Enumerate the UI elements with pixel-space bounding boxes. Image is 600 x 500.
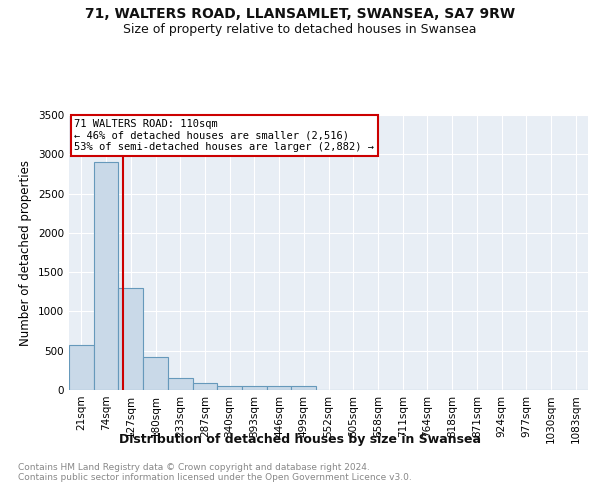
Text: Size of property relative to detached houses in Swansea: Size of property relative to detached ho… [123,22,477,36]
Bar [267,386,292,390]
Y-axis label: Number of detached properties: Number of detached properties [19,160,32,346]
Bar [168,378,193,390]
Text: Distribution of detached houses by size in Swansea: Distribution of detached houses by size … [119,432,481,446]
Bar [118,288,143,390]
Text: 71 WALTERS ROAD: 110sqm
← 46% of detached houses are smaller (2,516)
53% of semi: 71 WALTERS ROAD: 110sqm ← 46% of detache… [74,119,374,152]
Bar [242,386,267,390]
Bar [193,384,217,390]
Bar [69,345,94,390]
Text: Contains HM Land Registry data © Crown copyright and database right 2024.
Contai: Contains HM Land Registry data © Crown c… [18,462,412,482]
Bar [292,386,316,390]
Bar [94,162,118,390]
Bar [217,386,242,390]
Bar [143,357,168,390]
Text: 71, WALTERS ROAD, LLANSAMLET, SWANSEA, SA7 9RW: 71, WALTERS ROAD, LLANSAMLET, SWANSEA, S… [85,8,515,22]
